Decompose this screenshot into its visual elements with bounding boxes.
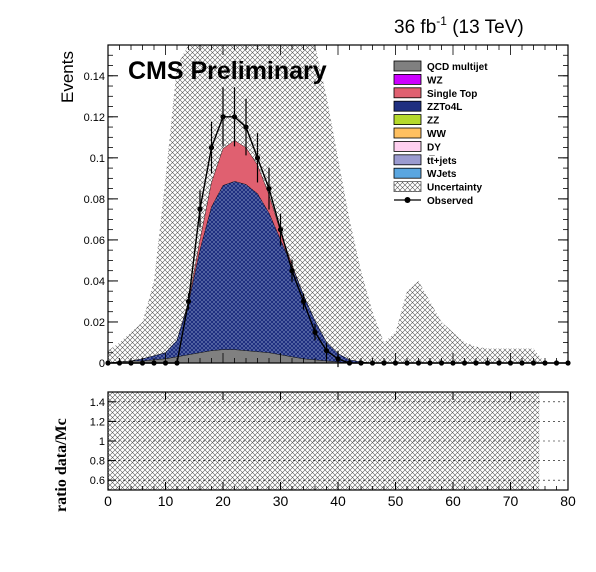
observed-point [254, 155, 261, 161]
legend-swatch [393, 114, 422, 125]
observed-point [231, 114, 238, 120]
ratio-y-tick-label: 0.6 [90, 475, 105, 487]
y-tick-label: 0 [99, 358, 105, 370]
legend-label: DY [427, 142, 441, 153]
legend-label: Observed [427, 196, 473, 207]
legend-swatch [393, 154, 422, 166]
x-tick-label: 70 [503, 493, 519, 509]
observed-point [323, 348, 330, 354]
ratio-y-tick-label: 1.2 [90, 416, 105, 428]
observed-point [220, 114, 226, 120]
y-tick-label: 0.12 [84, 112, 105, 124]
main-panel: 0 0.02 0.04 0.06 0.08 0.1 0.12 0.14 CMS Prelimi… [58, 44, 571, 370]
x-tick-label: 50 [388, 493, 404, 509]
legend-label: WJets [427, 169, 457, 180]
legend-swatch [393, 74, 422, 85]
legend-swatch-hatch [393, 181, 422, 193]
observed-point [197, 206, 203, 212]
ratio-y-tick-label: 0.8 [90, 456, 105, 468]
legend-swatch [393, 60, 422, 72]
x-tick-label: 60 [445, 493, 461, 509]
lumi-label: 36 fb-1 (13 TeV) [394, 14, 524, 38]
legend-label: WZ [427, 75, 443, 86]
ratio-plot-frame [107, 391, 569, 491]
x-tick-label: 40 [330, 493, 346, 509]
observed-point [289, 268, 295, 274]
x-tick-label: 0 [104, 493, 112, 509]
ratio-y-axis-label: ratio data/Mc [53, 418, 70, 512]
observed-point [277, 227, 284, 233]
x-tick-label: 30 [273, 493, 289, 509]
cms-label: CMS Preliminary [128, 57, 327, 85]
ratio-y-tick-label: 1 [99, 436, 105, 448]
observed-point [243, 124, 249, 130]
legend-label: ZZTo4L [427, 102, 462, 113]
legend: QCD multijet WZ Single Top ZZTo4L ZZ WW DY tt̅+… [393, 60, 488, 207]
main-plot-frame [107, 44, 569, 364]
x-tick-label: 10 [158, 493, 174, 509]
main-y-axis-label: Events [58, 51, 77, 103]
y-tick-label: 0.06 [84, 235, 105, 247]
ratio-axes: 0.6 0.8 1 1.2 1.4 0 10 20 30 40 50 60 70 80 [90, 392, 576, 509]
legend-swatch [393, 167, 422, 179]
legend-swatch [393, 140, 422, 152]
legend-swatch [393, 127, 422, 139]
observed-point [300, 298, 307, 305]
legend-label: Uncertainty [427, 183, 482, 194]
legend-label: QCD multijet [427, 62, 488, 73]
ratio-panel: 0.6 0.8 1 1.2 1.4 0 10 20 30 40 50 60 70 80 ratio dat… [53, 391, 576, 512]
y-tick-label: 0.14 [84, 71, 105, 83]
observed-point [185, 298, 192, 305]
y-tick-label: 0.1 [90, 153, 105, 165]
legend-marker [404, 197, 411, 203]
observed-point [208, 144, 215, 151]
legend-swatch [393, 87, 422, 99]
zzto4l-hatch [108, 181, 568, 363]
x-tick-label: 20 [215, 493, 231, 509]
y-tick-label: 0.02 [84, 317, 105, 329]
legend-label: Single Top [427, 89, 477, 100]
legend-swatch [393, 100, 422, 112]
legend-label: ZZ [427, 116, 439, 127]
x-tick-label: 80 [560, 493, 576, 509]
ratio-y-tick-label: 1.4 [90, 397, 105, 409]
y-tick-label: 0.04 [84, 276, 105, 288]
legend-label: WW [427, 129, 446, 140]
observed-point [312, 329, 318, 335]
legend-label: tt̅+jets [427, 155, 457, 167]
main-axes: 0 0.02 0.04 0.06 0.08 0.1 0.12 0.14 [84, 45, 569, 370]
y-tick-label: 0.08 [84, 194, 105, 206]
observed-point [266, 186, 272, 192]
